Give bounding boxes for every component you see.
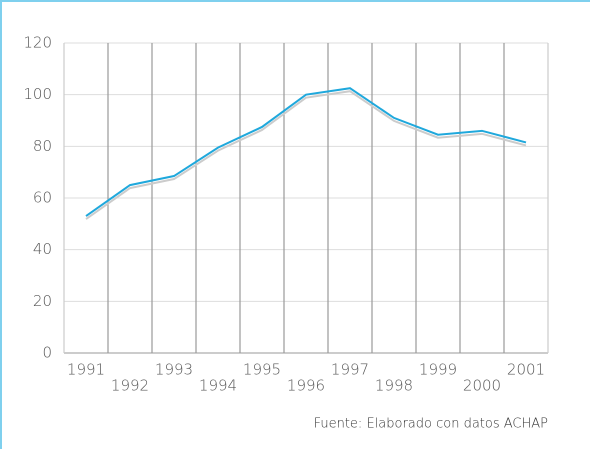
x-tick-label: 2000 <box>463 377 501 395</box>
y-tick-label: 40 <box>33 240 52 258</box>
x-tick-label: 1997 <box>331 361 369 379</box>
line-shadow <box>85 90 527 220</box>
y-tick-label: 0 <box>42 344 52 362</box>
x-tick-label: 1992 <box>111 377 149 395</box>
y-tick-label: 60 <box>33 189 52 207</box>
x-tick-label: 1991 <box>67 361 105 379</box>
y-tick-label: 120 <box>23 34 52 52</box>
x-tick-label: 1996 <box>287 377 325 395</box>
x-tick-label: 1995 <box>243 361 281 379</box>
source-note: Fuente: Elaborado con datos ACHAP <box>314 417 549 432</box>
data-line <box>85 87 527 217</box>
x-tick-label: 2001 <box>507 361 545 379</box>
x-tick-label: 1998 <box>375 377 413 395</box>
y-tick-label: 80 <box>33 137 52 155</box>
y-tick-label: 20 <box>33 292 52 310</box>
x-tick-label: 1994 <box>199 377 237 395</box>
x-tick-label: 1993 <box>155 361 193 379</box>
y-tick-label: 100 <box>23 85 52 103</box>
x-tick-label: 1999 <box>419 361 457 379</box>
